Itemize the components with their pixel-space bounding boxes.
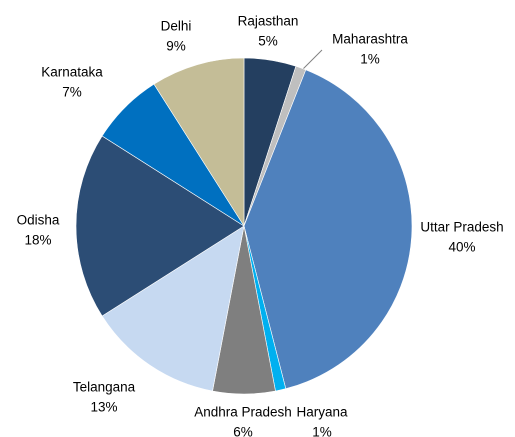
slice-value-label: 18% [24,233,51,248]
pie-slice [75,135,245,317]
slice-value-label: 9% [166,39,186,54]
slice-value-label: 13% [90,400,117,415]
slice-value-label: 6% [233,425,253,437]
slice-value-label: 1% [360,52,380,67]
slice-value-label: 7% [62,85,82,100]
slice-label: Karnataka [41,65,103,80]
pie-slice [153,57,245,228]
slice-label: Delhi [161,19,192,34]
slice-label: Odisha [17,213,60,228]
pie-slice [243,69,413,390]
slice-label: Telangana [73,380,136,395]
slice-label: Maharashtra [332,32,408,47]
slice-value-label: 40% [448,240,475,255]
slice-label: Haryana [296,405,348,420]
slice-label: Rajasthan [238,14,299,29]
slice-label: Uttar Pradesh [420,220,503,235]
slice-label: Andhra Pradesh [194,405,292,420]
pie-slice [101,225,245,392]
slice-value-label: 5% [258,34,278,49]
leader-line [299,49,323,73]
slice-value-label: 1% [312,425,332,437]
